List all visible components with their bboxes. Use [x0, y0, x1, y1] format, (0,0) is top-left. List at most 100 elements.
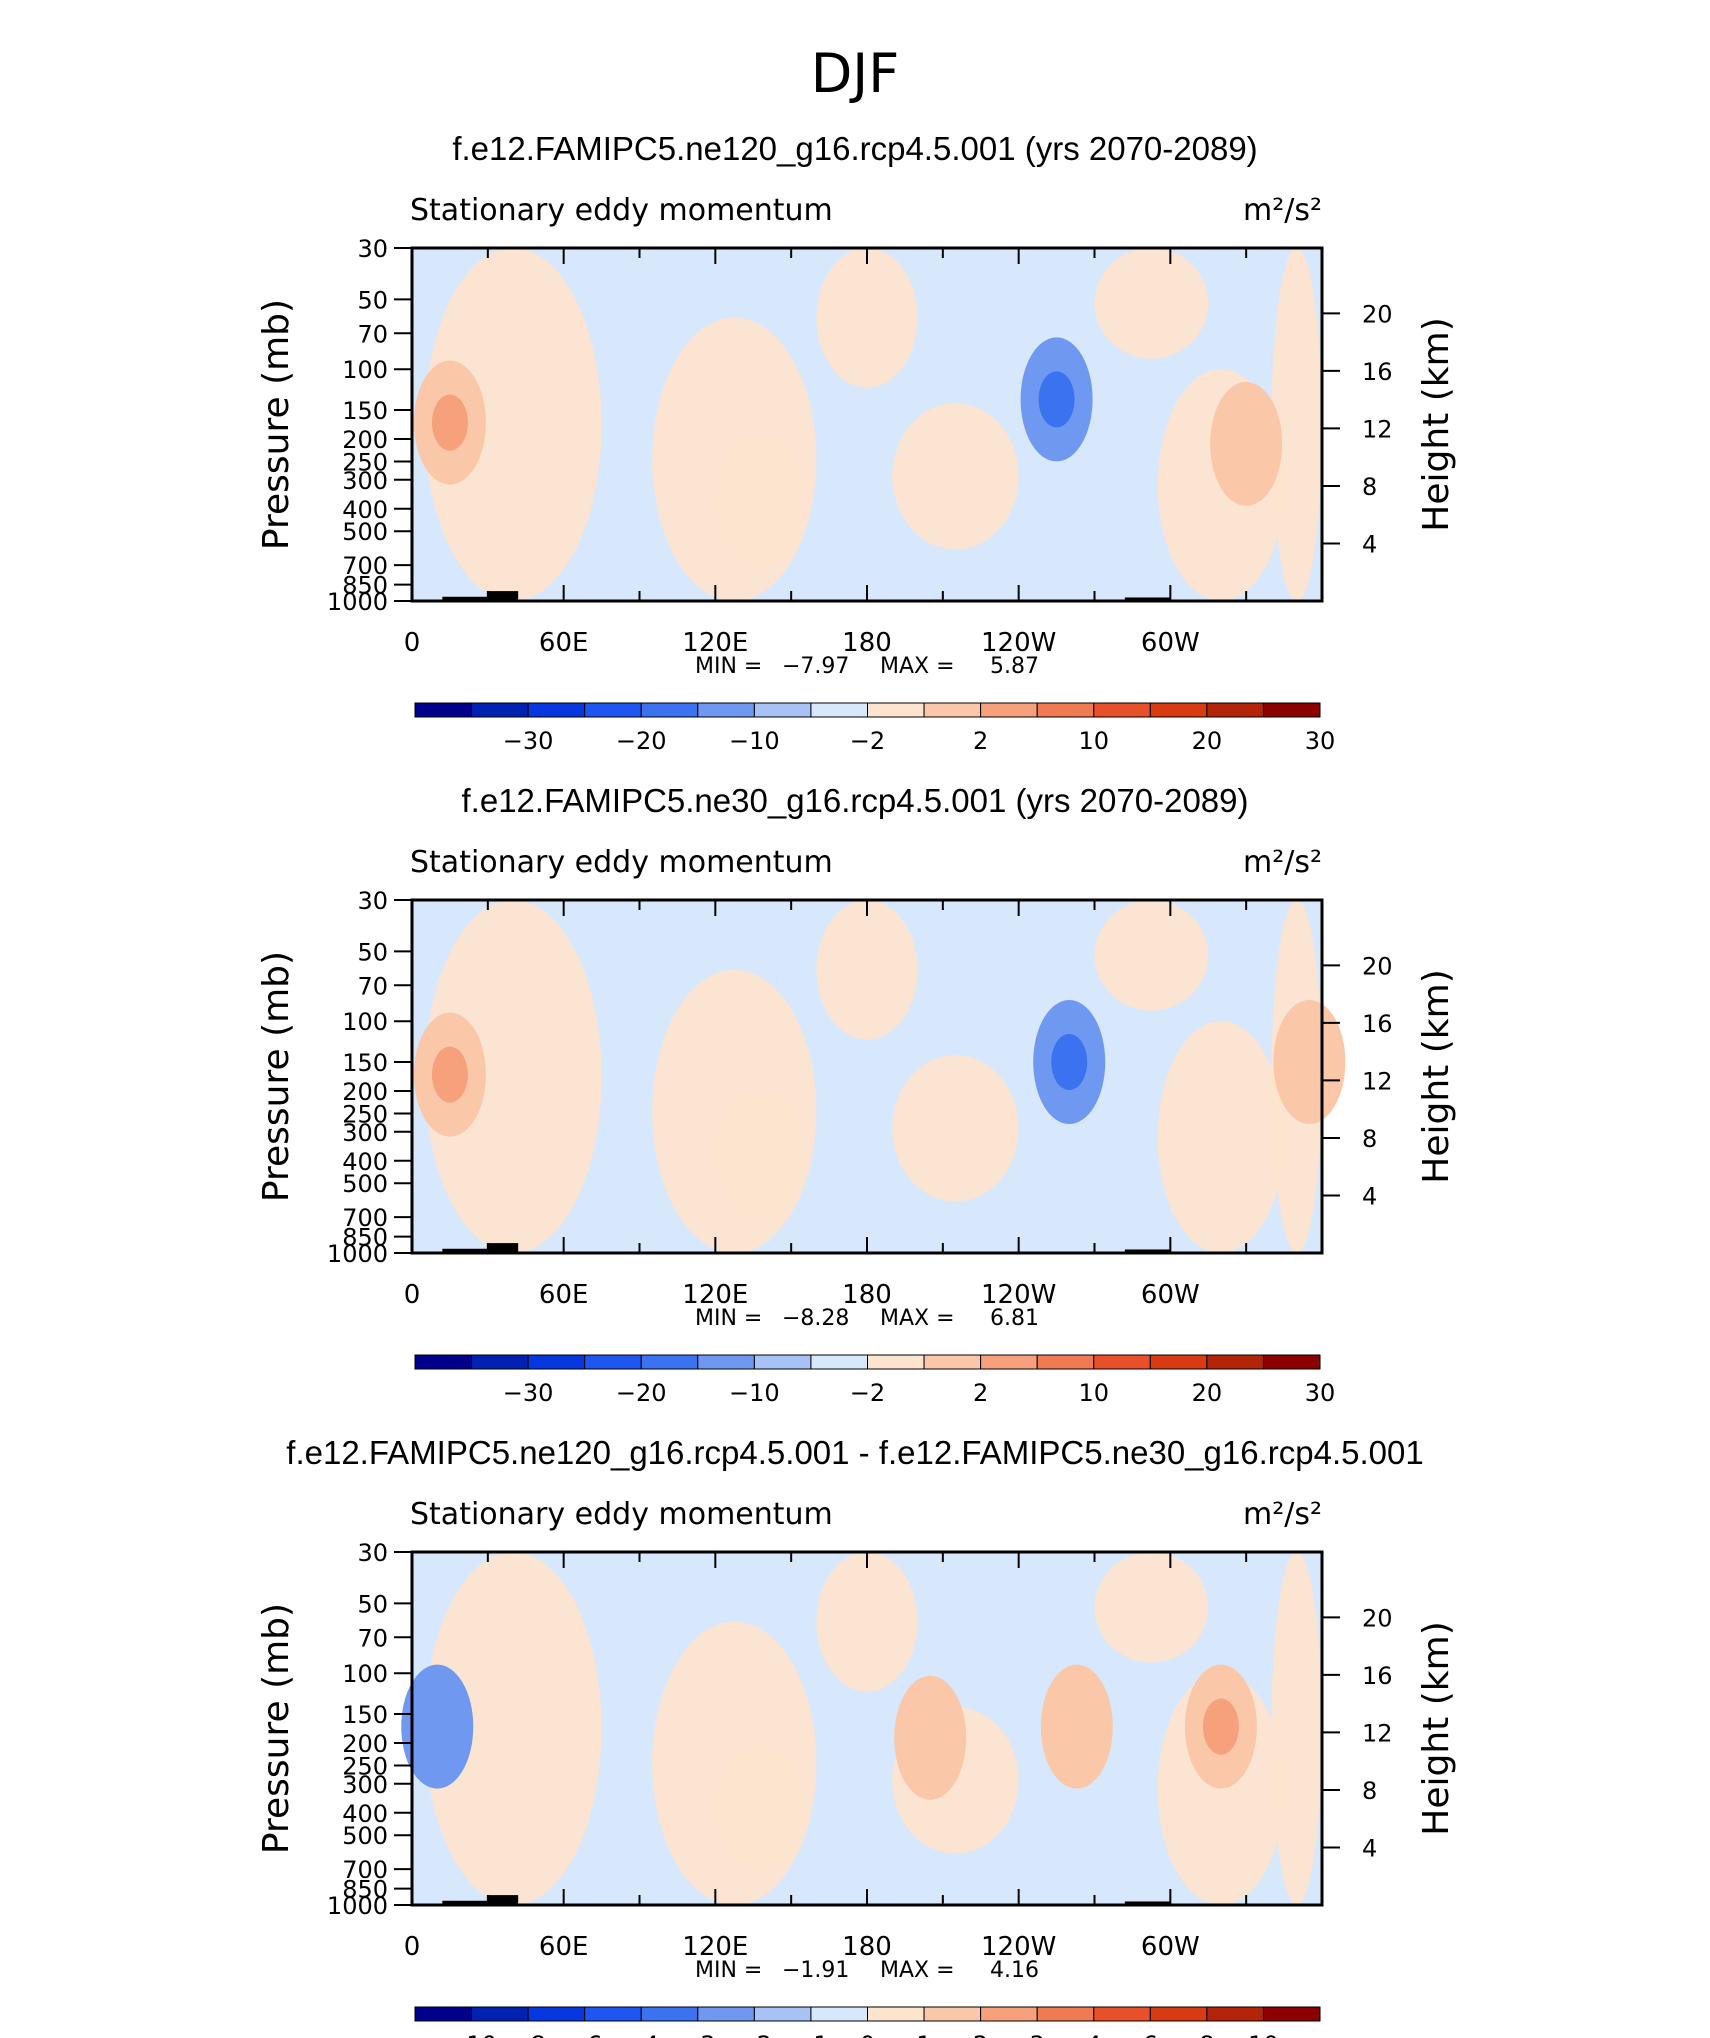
x-tick-label: 180 — [842, 628, 892, 658]
colorbar-label: 30 — [1305, 1379, 1336, 1407]
colorbar-box — [810, 2006, 868, 2022]
y-tick-label: 700 — [342, 1204, 388, 1232]
colorbar-label: 30 — [1305, 727, 1336, 755]
y-tick-right-label: 4 — [1362, 530, 1377, 558]
contour-blob — [894, 1675, 967, 1800]
y-tick-right-label: 16 — [1362, 1662, 1393, 1690]
y-tick-right-label: 8 — [1362, 1777, 1377, 1805]
colorbar-box — [867, 1354, 925, 1370]
colorbar-box — [584, 2006, 642, 2022]
colorbar-box — [980, 1354, 1038, 1370]
topography — [1124, 1901, 1171, 1905]
colorbar-box — [1093, 702, 1151, 718]
colorbar-label: 10 — [1248, 2031, 1279, 2038]
colorbar-label: −20 — [616, 727, 667, 755]
positive-region — [424, 248, 602, 601]
topography — [442, 1900, 488, 1905]
y-axis-right-label: Height (km) — [1416, 969, 1457, 1183]
x-tick-label: 180 — [842, 1280, 892, 1310]
y-tick-label: 50 — [357, 938, 388, 966]
y-tick-label: 50 — [357, 286, 388, 314]
colorbar-label: −3 — [680, 2031, 715, 2038]
panel-3: f.e12.FAMIPC5.ne120_g16.rcp4.5.001 - f.e… — [256, 1434, 1457, 2038]
colorbar-label: −2 — [850, 727, 885, 755]
y-axis-label: Pressure (mb) — [256, 299, 297, 550]
colorbar-label: 3 — [1030, 2031, 1045, 2038]
min-label: MIN = — [695, 1958, 762, 1983]
contour-blob — [1038, 371, 1075, 428]
positive-region — [1094, 248, 1209, 359]
variable-label: Stationary eddy momentum — [410, 1497, 833, 1532]
x-tick-label: 0 — [404, 1932, 421, 1962]
y-tick-right-label: 12 — [1362, 415, 1393, 443]
y-tick-right-label: 4 — [1362, 1182, 1377, 1210]
colorbar-box — [867, 2006, 925, 2022]
y-tick-label: 300 — [342, 467, 388, 495]
colorbar-label: 6 — [1143, 2031, 1158, 2038]
contour-blob — [1051, 1034, 1088, 1091]
y-tick-label: 100 — [342, 1660, 388, 1688]
x-tick-label: 60E — [539, 1280, 589, 1310]
colorbar-box — [640, 2006, 699, 2022]
contour-blob — [1202, 1698, 1239, 1755]
topography — [487, 1243, 519, 1253]
colorbar-box — [753, 1354, 812, 1370]
y-tick-right-label: 12 — [1362, 1719, 1393, 1747]
x-tick-label: 120E — [682, 628, 748, 658]
x-tick-label: 60E — [539, 1932, 589, 1962]
y-tick-label: 850 — [342, 1224, 388, 1252]
units-label: m²/s² — [1243, 1497, 1322, 1532]
colorbar-box — [1036, 2006, 1095, 2022]
colorbar-box — [414, 1354, 473, 1370]
colorbar-box — [414, 2006, 473, 2022]
y-tick-label: 400 — [342, 1148, 388, 1176]
y-tick-right-label: 8 — [1362, 1125, 1377, 1153]
y-tick-right-label: 20 — [1362, 952, 1393, 980]
panel-2: f.e12.FAMIPC5.ne30_g16.rcp4.5.001 (yrs 2… — [256, 782, 1457, 1407]
positive-region — [715, 1090, 804, 1218]
colorbar-box — [1036, 1354, 1095, 1370]
y-tick-label: 250 — [342, 448, 388, 476]
x-tick-label: 120E — [682, 1932, 748, 1962]
colorbar-box — [867, 702, 925, 718]
contour-blob — [401, 1664, 474, 1789]
colorbar-label: −4 — [624, 2031, 659, 2038]
colorbar-box — [527, 702, 586, 718]
x-tick-label: 0 — [404, 1280, 421, 1310]
y-tick-label: 30 — [357, 235, 388, 263]
y-tick-label: 850 — [342, 1876, 388, 1904]
colorbar-box — [753, 2006, 812, 2022]
positive-region — [424, 1552, 602, 1905]
colorbar-label: 1 — [916, 2031, 931, 2038]
colorbar-box — [923, 1354, 982, 1370]
positive-region — [1094, 900, 1209, 1011]
variable-label: Stationary eddy momentum — [410, 845, 833, 880]
contour-blob — [431, 1046, 468, 1103]
y-tick-right-label: 12 — [1362, 1067, 1393, 1095]
max-label: MAX = — [880, 654, 955, 679]
colorbar-label: 20 — [1192, 1379, 1223, 1407]
topography — [487, 1895, 519, 1905]
y-axis-label: Pressure (mb) — [256, 1603, 297, 1854]
y-tick-label: 200 — [342, 1078, 388, 1106]
colorbar-box — [980, 702, 1038, 718]
y-tick-label: 400 — [342, 1800, 388, 1828]
x-tick-label: 120W — [981, 628, 1056, 658]
colorbar-label: 10 — [1078, 1379, 1109, 1407]
contour-blob — [1210, 381, 1283, 506]
colorbar-box — [640, 1354, 699, 1370]
colorbar-box — [753, 702, 812, 718]
positive-region — [715, 1742, 804, 1870]
x-tick-label: 0 — [404, 628, 421, 658]
topography — [487, 591, 519, 601]
y-tick-label: 500 — [342, 1170, 388, 1198]
colorbar-box — [810, 702, 868, 718]
colorbar-box — [923, 2006, 982, 2022]
y-axis-label: Pressure (mb) — [256, 951, 297, 1202]
y-tick-label: 100 — [342, 1008, 388, 1036]
colorbar-box — [1149, 2006, 1208, 2022]
positive-region — [1271, 248, 1322, 601]
min-label: MIN = — [695, 1306, 762, 1331]
y-tick-right-label: 20 — [1362, 300, 1393, 328]
